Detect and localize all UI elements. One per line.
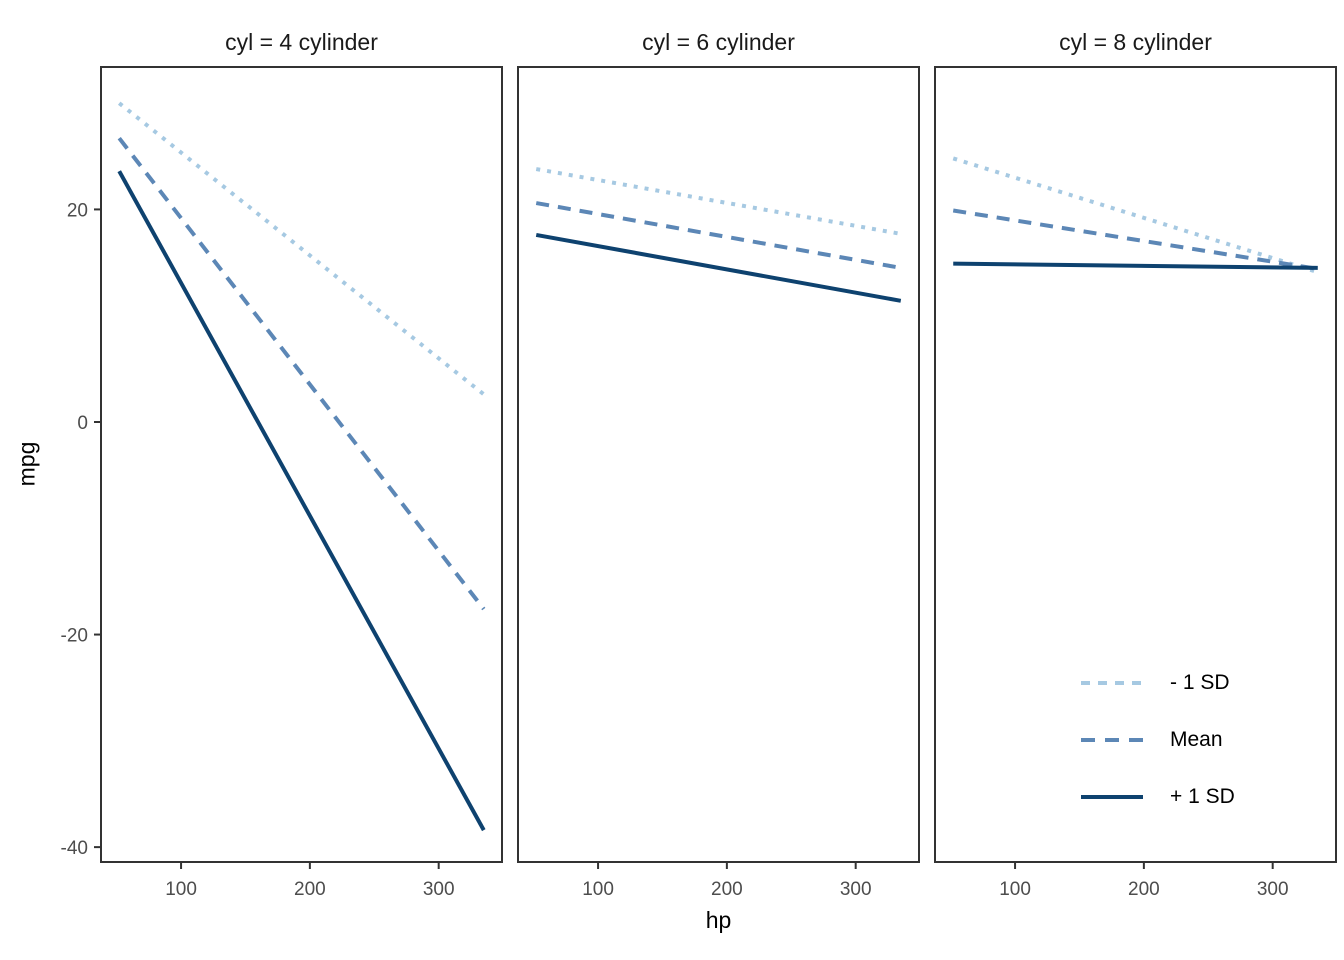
legend-entry-plus-1sd: + 1 SD xyxy=(1080,777,1235,817)
x-axis-title: hp xyxy=(705,907,732,933)
series-line-mean xyxy=(952,208,1319,271)
series-line---1-sd xyxy=(535,167,902,236)
legend-entry-minus-1sd: - 1 SD xyxy=(1080,663,1235,703)
facet-title-4-cyl: cyl = 4 cylinder xyxy=(225,29,378,55)
x-tick-label: 300 xyxy=(423,879,455,900)
legend: - 1 SD Mean + 1 SD xyxy=(1080,663,1235,834)
series-line-+-1-sd xyxy=(953,261,1318,270)
panel-border xyxy=(517,66,920,863)
x-tick-label: 300 xyxy=(1257,879,1289,900)
panel-border xyxy=(100,66,503,863)
y-tick-label: -20 xyxy=(61,626,88,647)
x-tick-label: 300 xyxy=(840,879,872,900)
facet-title-8-cyl: cyl = 8 cylinder xyxy=(1059,29,1212,55)
series-line---1-sd xyxy=(117,101,486,396)
legend-label: - 1 SD xyxy=(1170,671,1230,694)
x-tick-label: 100 xyxy=(582,879,614,900)
legend-label: + 1 SD xyxy=(1170,785,1235,808)
legend-key-dotted-line xyxy=(1081,681,1143,685)
y-tick-label: -40 xyxy=(61,838,88,859)
series-line---1-sd xyxy=(952,156,1319,275)
x-tick-label: 200 xyxy=(294,879,326,900)
y-tick-label: 20 xyxy=(67,200,88,221)
legend-key-solid-line xyxy=(1081,795,1143,799)
legend-label: Mean xyxy=(1170,728,1223,751)
series-line-mean xyxy=(535,201,902,270)
series-line-+-1-sd xyxy=(117,170,486,832)
x-tick-label: 200 xyxy=(1128,879,1160,900)
legend-key-dashed-line xyxy=(1081,738,1143,742)
y-axis-title: mpg xyxy=(13,441,40,487)
series-line-+-1-sd xyxy=(535,232,902,303)
facet-title-6-cyl: cyl = 6 cylinder xyxy=(642,29,795,55)
x-tick-label: 100 xyxy=(165,879,197,900)
panel-border xyxy=(934,66,1337,863)
y-tick-label: 0 xyxy=(77,413,88,434)
series-line-mean xyxy=(117,136,486,611)
x-tick-label: 200 xyxy=(711,879,743,900)
x-tick-label: 100 xyxy=(999,879,1031,900)
legend-entry-mean: Mean xyxy=(1080,720,1235,760)
